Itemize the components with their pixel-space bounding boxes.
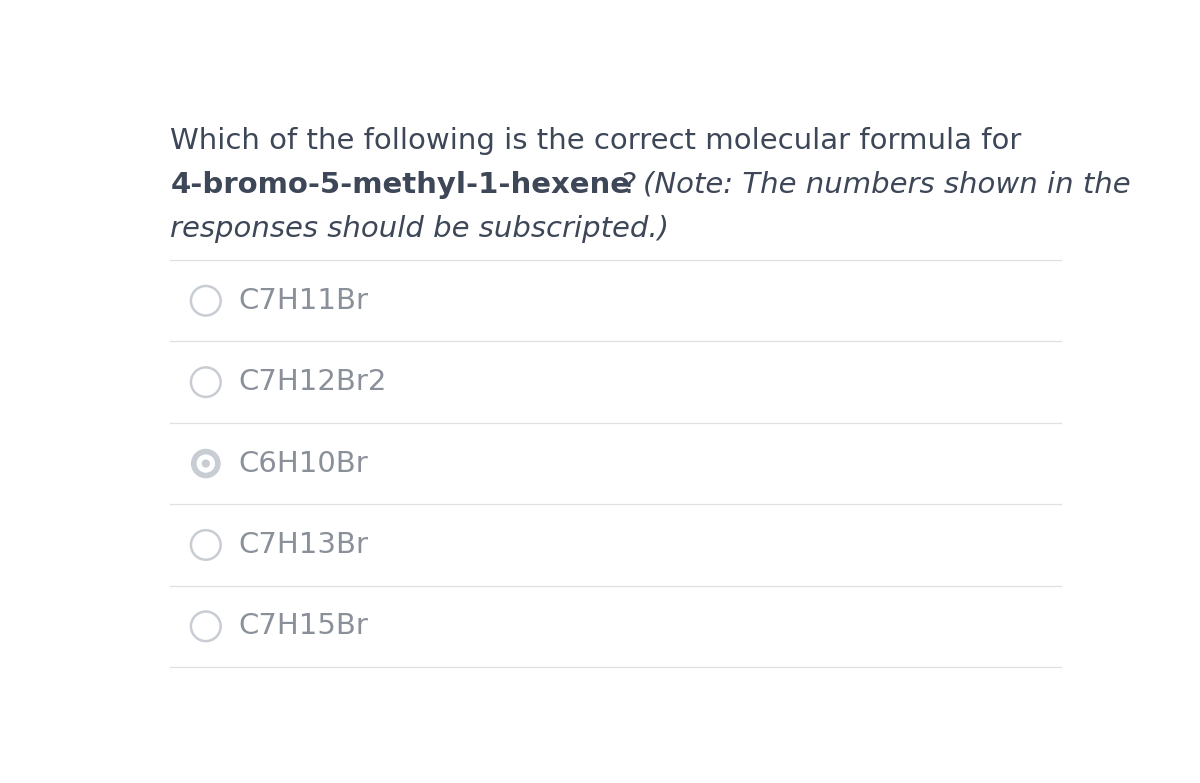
Text: C7H15Br: C7H15Br [239,612,368,640]
Text: C7H12Br2: C7H12Br2 [239,368,386,396]
Text: (Note: The numbers shown in the: (Note: The numbers shown in the [643,171,1130,199]
Text: ?: ? [622,171,655,199]
Ellipse shape [197,454,215,473]
Text: C7H13Br: C7H13Br [239,531,368,559]
Text: C6H10Br: C6H10Br [239,449,368,478]
Ellipse shape [191,449,221,478]
Text: 4-bromo-5-methyl-1-hexene: 4-bromo-5-methyl-1-hexene [170,171,630,199]
Text: C7H11Br: C7H11Br [239,287,368,315]
Ellipse shape [202,460,210,467]
Text: Which of the following is the correct molecular formula for: Which of the following is the correct mo… [170,127,1022,155]
Text: responses should be subscripted.): responses should be subscripted.) [170,215,670,243]
